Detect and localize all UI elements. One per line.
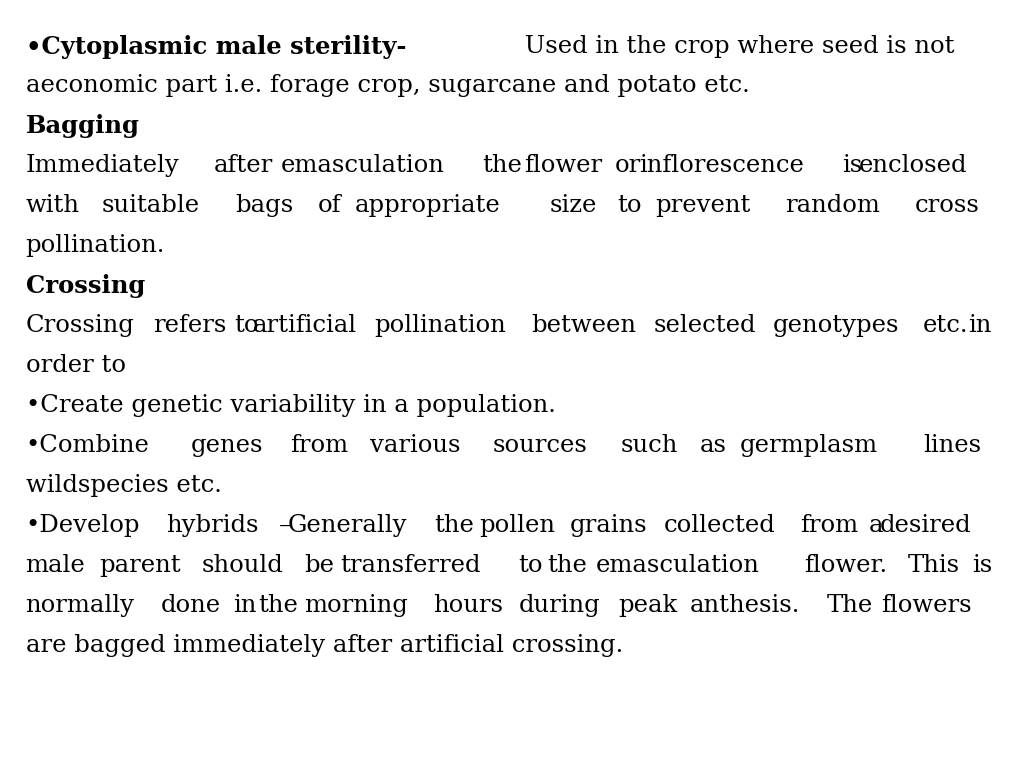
Text: the: the <box>547 554 587 577</box>
Text: genotypes: genotypes <box>772 314 899 337</box>
Text: from: from <box>290 434 348 457</box>
Text: pollination: pollination <box>374 314 506 337</box>
Text: grains: grains <box>570 514 648 537</box>
Text: pollen: pollen <box>479 514 555 537</box>
Text: etc.: etc. <box>923 314 968 337</box>
Text: parent: parent <box>99 554 181 577</box>
Text: selected: selected <box>653 314 756 337</box>
Text: Crossing: Crossing <box>26 274 145 298</box>
Text: wildspecies etc.: wildspecies etc. <box>26 474 221 497</box>
Text: germplasm: germplasm <box>739 434 878 457</box>
Text: desired: desired <box>881 514 972 537</box>
Text: transferred: transferred <box>340 554 480 577</box>
Text: to: to <box>234 314 259 337</box>
Text: prevent: prevent <box>655 194 751 217</box>
Text: pollination.: pollination. <box>26 234 165 257</box>
Text: collected: collected <box>664 514 775 537</box>
Text: is: is <box>972 554 992 577</box>
Text: •Combine: •Combine <box>26 434 150 457</box>
Text: the: the <box>482 154 522 177</box>
Text: The: The <box>827 594 873 617</box>
Text: the: the <box>434 514 474 537</box>
Text: hours: hours <box>433 594 503 617</box>
Text: in: in <box>969 314 991 337</box>
Text: enclosed: enclosed <box>858 154 967 177</box>
Text: a: a <box>868 514 883 537</box>
Text: This: This <box>908 554 961 577</box>
Text: •Develop: •Develop <box>26 514 140 537</box>
Text: genes: genes <box>190 434 263 457</box>
Text: appropriate: appropriate <box>354 194 501 217</box>
Text: normally: normally <box>26 594 134 617</box>
Text: bags: bags <box>236 194 294 217</box>
Text: is: is <box>842 154 862 177</box>
Text: inflorescence: inflorescence <box>639 154 804 177</box>
Text: Immediately: Immediately <box>26 154 179 177</box>
Text: –: – <box>279 514 291 537</box>
Text: flowers: flowers <box>882 594 972 617</box>
Text: with: with <box>26 194 80 217</box>
Text: emasculation: emasculation <box>281 154 444 177</box>
Text: Crossing: Crossing <box>26 314 134 337</box>
Text: Used in the crop where seed is not: Used in the crop where seed is not <box>516 35 954 58</box>
Text: emasculation: emasculation <box>595 554 759 577</box>
Text: in: in <box>233 594 257 617</box>
Text: male: male <box>26 554 85 577</box>
Text: during: during <box>518 594 600 617</box>
Text: •Cytoplasmic male sterility-: •Cytoplasmic male sterility- <box>26 35 407 58</box>
Text: various: various <box>370 434 461 457</box>
Text: from: from <box>801 514 858 537</box>
Text: refers: refers <box>153 314 226 337</box>
Text: lines: lines <box>924 434 982 457</box>
Text: flower.: flower. <box>804 554 887 577</box>
Text: artificial: artificial <box>253 314 357 337</box>
Text: sources: sources <box>493 434 587 457</box>
Text: peak: peak <box>618 594 678 617</box>
Text: after: after <box>214 154 273 177</box>
Text: hybrids: hybrids <box>166 514 259 537</box>
Text: Generally: Generally <box>288 514 407 537</box>
Text: done: done <box>161 594 221 617</box>
Text: •Create genetic variability in a population.: •Create genetic variability in a populat… <box>26 394 555 417</box>
Text: random: random <box>785 194 881 217</box>
Text: cross: cross <box>914 194 980 217</box>
Text: or: or <box>615 154 641 177</box>
Text: between: between <box>531 314 636 337</box>
Text: anthesis.: anthesis. <box>690 594 800 617</box>
Text: order to: order to <box>26 354 126 377</box>
Text: suitable: suitable <box>102 194 200 217</box>
Text: be: be <box>304 554 335 577</box>
Text: to: to <box>518 554 543 577</box>
Text: such: such <box>621 434 678 457</box>
Text: size: size <box>549 194 597 217</box>
Text: to: to <box>617 194 642 217</box>
Text: are bagged immediately after artificial crossing.: are bagged immediately after artificial … <box>26 634 623 657</box>
Text: should: should <box>202 554 284 577</box>
Text: flower: flower <box>524 154 602 177</box>
Text: aeconomic part i.e. forage crop, sugarcane and potato etc.: aeconomic part i.e. forage crop, sugarca… <box>26 74 750 98</box>
Text: of: of <box>317 194 341 217</box>
Text: Bagging: Bagging <box>26 114 139 138</box>
Text: the: the <box>258 594 298 617</box>
Text: as: as <box>699 434 727 457</box>
Text: morning: morning <box>304 594 409 617</box>
